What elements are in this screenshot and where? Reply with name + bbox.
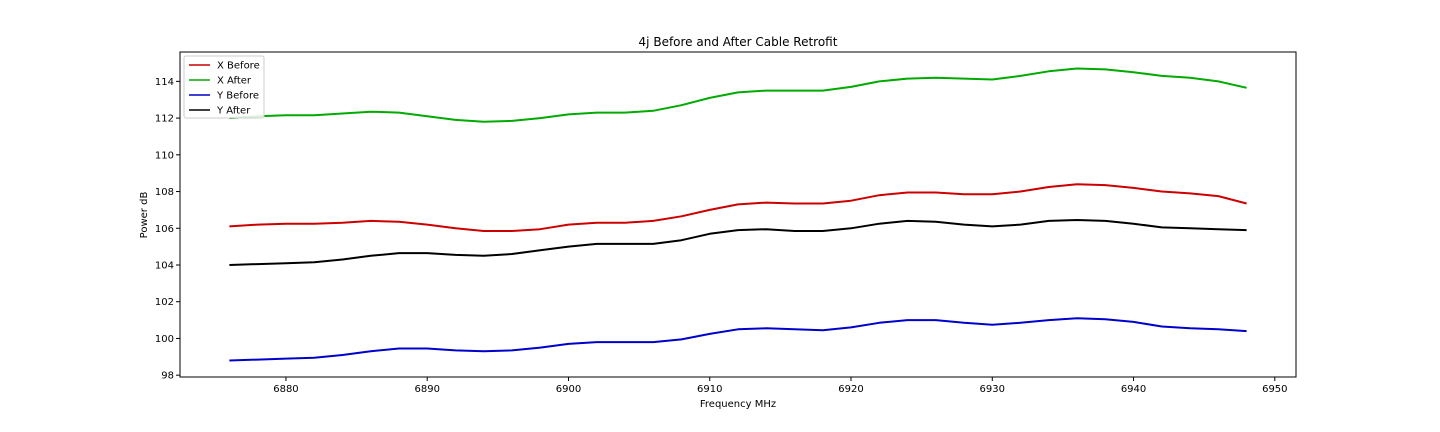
y-tick-label: 114 [155,77,174,88]
x-axis-title: Frequency MHz [700,399,776,410]
y-tick-label: 104 [155,260,174,271]
legend-label: X After [217,76,252,87]
x-tick-label: 6900 [556,384,581,395]
legend-label: Y Before [216,91,259,102]
legend: X Before X After Y Before Y After [183,55,265,119]
x-tick-label: 6890 [414,384,439,395]
series-line-4 [229,219,1247,266]
chart-title: 4j Before and After Cable Retrofit [639,35,838,49]
y-tick-label: 98 [161,371,174,382]
x-axis: 6880 6890 6900 6910 6920 6930 6940 6950 [273,377,1288,395]
plot-area [179,51,1297,378]
x-tick-label: 6920 [838,384,863,395]
y-tick-label: 112 [155,114,174,125]
legend-label: Y After [216,106,251,117]
x-tick-label: 6950 [1262,384,1287,395]
x-tick-label: 6930 [980,384,1005,395]
x-tick-label: 6910 [697,384,722,395]
y-tick-label: 106 [155,224,174,235]
legend-box [183,55,265,119]
series-line-2 [229,67,1247,123]
y-axis: 98 100 102 104 106 108 110 112 114 [155,77,180,382]
y-tick-label: 100 [155,334,174,345]
y-tick-label: 102 [155,297,174,308]
series-lines [229,67,1247,362]
x-tick-label: 6940 [1121,384,1146,395]
y-axis-title: Power dB [139,192,150,239]
y-tick-label: 110 [155,150,174,161]
series-line-3 [229,317,1247,362]
series-line-1 [229,183,1247,232]
x-tick-label: 6880 [273,384,298,395]
y-tick-label: 108 [155,187,174,198]
legend-label: X Before [217,61,260,72]
